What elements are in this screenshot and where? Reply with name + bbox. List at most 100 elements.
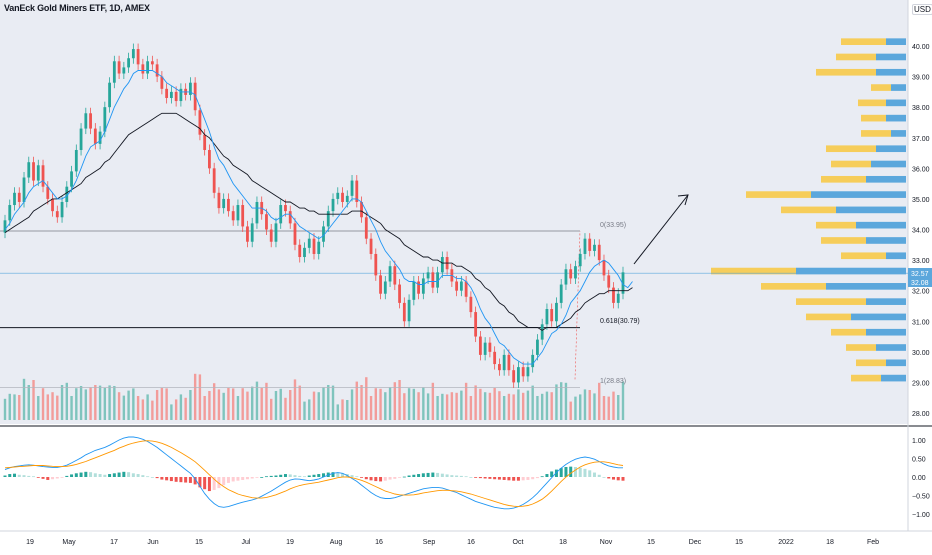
volume-bar — [65, 382, 68, 420]
macd-axis[interactable]: 1.00 0.50 0.00 −0.50 −1.00 — [912, 438, 930, 519]
macd-histogram-bar — [212, 477, 216, 490]
macd-histogram-bar — [488, 477, 492, 479]
candle-body — [341, 192, 344, 202]
price-tick-label: 37.00 — [912, 136, 930, 143]
candle-body — [108, 82, 111, 108]
candle-body — [583, 238, 587, 254]
volume-bar — [388, 387, 392, 420]
volume-profile-down-bar — [861, 114, 886, 122]
candle-body — [331, 198, 335, 212]
macd-histogram-bar — [165, 477, 169, 481]
candle-body — [103, 107, 107, 132]
candle-body — [193, 82, 197, 111]
volume-bar — [540, 393, 544, 420]
volume-bar — [8, 393, 11, 420]
candle-body — [574, 266, 577, 279]
candle-body — [478, 336, 482, 355]
candle-body — [436, 272, 439, 288]
volume-bar — [350, 389, 354, 420]
candle-body — [98, 131, 102, 144]
volume-bar — [241, 388, 244, 420]
candle-body — [569, 269, 573, 279]
volume-bar — [531, 385, 534, 420]
macd-histogram-bar — [22, 475, 26, 477]
currency-badge[interactable]: USD — [912, 4, 932, 15]
candle-body — [150, 61, 154, 65]
macd-histogram-bar — [103, 474, 107, 477]
volume-bar — [322, 387, 325, 420]
candle-body — [322, 226, 325, 242]
last-price-tag — [908, 268, 932, 278]
time-tick-label: Aug — [330, 539, 343, 546]
time-tick-label: Oct — [513, 539, 524, 546]
volume-bar — [450, 392, 454, 420]
macd-histogram-bar — [32, 476, 36, 478]
volume-bar — [160, 387, 164, 420]
volume-bar — [331, 385, 335, 420]
macd-histogram-bar — [450, 475, 454, 477]
macd-histogram-bar — [117, 472, 121, 477]
candle-body — [545, 309, 549, 325]
macd-histogram-bar — [98, 474, 102, 477]
volume-bar — [479, 388, 482, 420]
time-axis[interactable]: 19 May 17 Jun 15 Jul 19 Aug 16 Sep 16 Oct 18 Nov 15 Dec… — [26, 539, 879, 546]
candle-body — [374, 253, 378, 276]
macd-histogram-bar — [512, 477, 516, 481]
macd-histogram-bar — [222, 477, 226, 486]
macd-histogram-bar — [188, 477, 192, 483]
time-tick-label: 16 — [375, 539, 383, 546]
macd-histogram-bar — [160, 477, 164, 480]
volume-profile-down-bar — [746, 191, 811, 198]
volume-profile-up-bar — [871, 160, 906, 168]
candle-body — [402, 302, 406, 322]
macd-histogram-bar — [616, 477, 620, 481]
price-pane-background — [0, 0, 908, 424]
volume-profile-down-bar — [836, 53, 876, 61]
macd-histogram-bar — [550, 471, 554, 477]
volume-bar — [193, 373, 197, 420]
macd-histogram-bar — [402, 476, 406, 478]
candle-body — [393, 266, 397, 285]
volume-bar — [274, 391, 278, 420]
volume-profile-up-bar — [876, 145, 906, 153]
volume-bar — [70, 396, 73, 420]
last-price-label: 32.57 — [911, 271, 929, 278]
volume-bar — [346, 400, 349, 420]
candle-body — [165, 88, 169, 98]
candle-body — [355, 180, 359, 202]
macd-histogram-bar — [169, 477, 173, 482]
candle-body — [146, 61, 150, 74]
volume-bar — [593, 393, 596, 420]
candle-body — [227, 198, 230, 212]
candle-body — [17, 192, 21, 202]
macd-histogram-bar — [236, 477, 240, 481]
volume-profile-up-bar — [886, 99, 906, 107]
macd-histogram-bar — [545, 474, 549, 477]
candle-body — [284, 205, 287, 212]
candle-body — [70, 171, 73, 187]
volume-bar — [588, 390, 591, 420]
volume-bar — [607, 396, 610, 420]
candle-body — [407, 299, 411, 322]
macd-histogram-bar — [146, 476, 150, 478]
volume-profile-down-bar — [851, 374, 881, 382]
volume-bar — [365, 377, 368, 420]
candle-body — [317, 241, 321, 254]
macd-histogram-bar — [79, 472, 83, 477]
candle-body — [426, 272, 430, 279]
price-tick-label: 36.00 — [912, 166, 930, 173]
price-axis[interactable]: 40.00 39.00 38.00 37.00 36.00 35.00 34.00 33.00… — [912, 44, 930, 418]
fib-label-bottom: 1(28.83) — [600, 378, 626, 385]
candle-body — [521, 367, 525, 377]
macd-histogram-bar — [393, 477, 397, 479]
macd-histogram-bar — [136, 474, 140, 477]
candle-body — [559, 284, 563, 303]
candle-body — [212, 168, 216, 193]
volume-bar — [317, 392, 320, 420]
candle-body — [345, 195, 349, 202]
time-tick-label: 18 — [826, 539, 834, 546]
volume-profile-down-bar — [816, 221, 856, 229]
candle-body — [616, 293, 620, 303]
macd-histogram-bar — [388, 477, 392, 480]
